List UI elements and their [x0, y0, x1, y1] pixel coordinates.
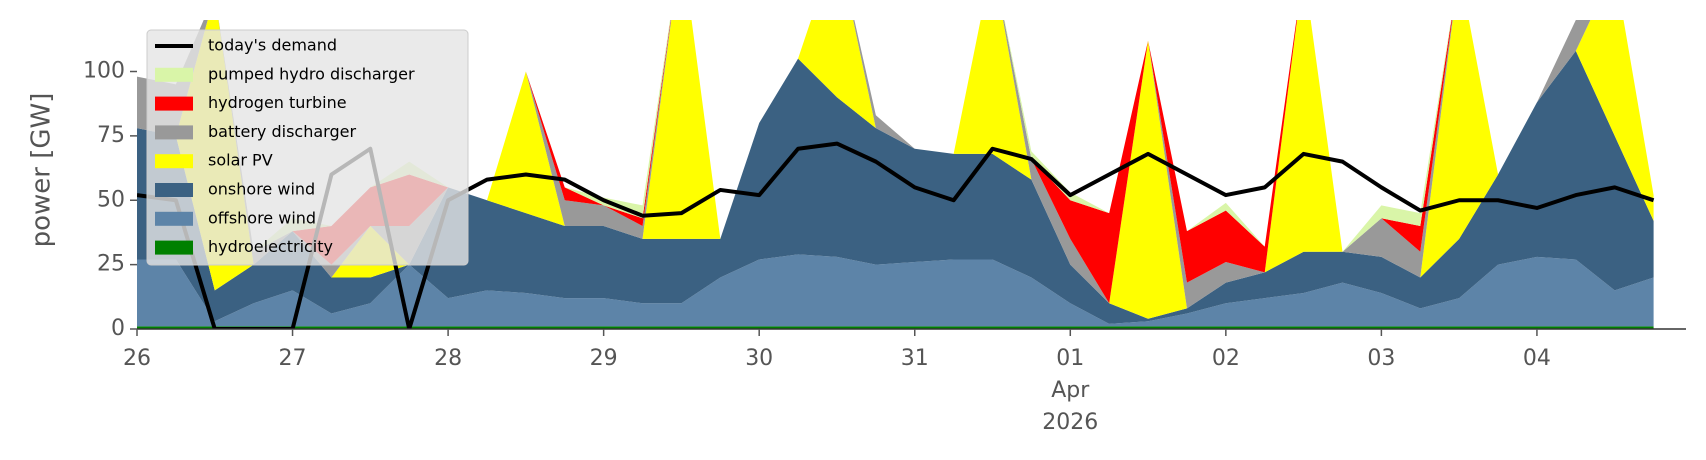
x-tick-sublabel: 2026 — [1042, 410, 1098, 435]
legend-box — [146, 29, 469, 266]
area — [137, 50, 1654, 324]
legend-label: onshore wind — [208, 180, 315, 199]
legend-swatch — [155, 183, 193, 197]
x-tick-label: 26 — [123, 346, 151, 371]
x-tick-label: 01 — [1056, 346, 1084, 371]
y-tick-label: 25 — [97, 252, 125, 277]
y-tick-label: 0 — [111, 316, 125, 341]
x-tick-label: 29 — [590, 346, 618, 371]
legend-label: hydrogen turbine — [208, 93, 347, 112]
x-tick-label: 27 — [279, 346, 307, 371]
x-tick-label: 28 — [434, 346, 462, 371]
legend-swatch — [155, 125, 193, 140]
x-tick-label: 02 — [1212, 346, 1240, 371]
legend-label: today's demand — [208, 36, 337, 55]
legend-label: battery discharger — [208, 122, 356, 141]
area — [137, 254, 1654, 327]
y-axis-label: power [GW] — [27, 93, 57, 248]
y-tick-label: 100 — [83, 59, 125, 84]
x-tick-sublabel: Apr — [1051, 378, 1090, 403]
legend-swatch — [155, 240, 193, 255]
legend-label: pumped hydro discharger — [208, 64, 415, 83]
legend-swatch — [155, 154, 193, 169]
area — [137, 20, 1654, 319]
x-tick-label: 04 — [1523, 346, 1551, 371]
legend-label: solar PV — [208, 151, 273, 170]
x-tick-label: 30 — [745, 346, 773, 371]
x-tick-label: 03 — [1367, 346, 1395, 371]
y-tick-label: 50 — [97, 187, 125, 212]
legend-swatch — [155, 96, 193, 111]
y-tick-label: 75 — [97, 123, 125, 148]
legend-swatch — [155, 67, 193, 82]
x-tick-label: 31 — [901, 346, 929, 371]
legend-swatch — [155, 211, 193, 226]
legend-label: offshore wind — [208, 208, 316, 227]
legend-label: hydroelectricity — [208, 237, 333, 256]
